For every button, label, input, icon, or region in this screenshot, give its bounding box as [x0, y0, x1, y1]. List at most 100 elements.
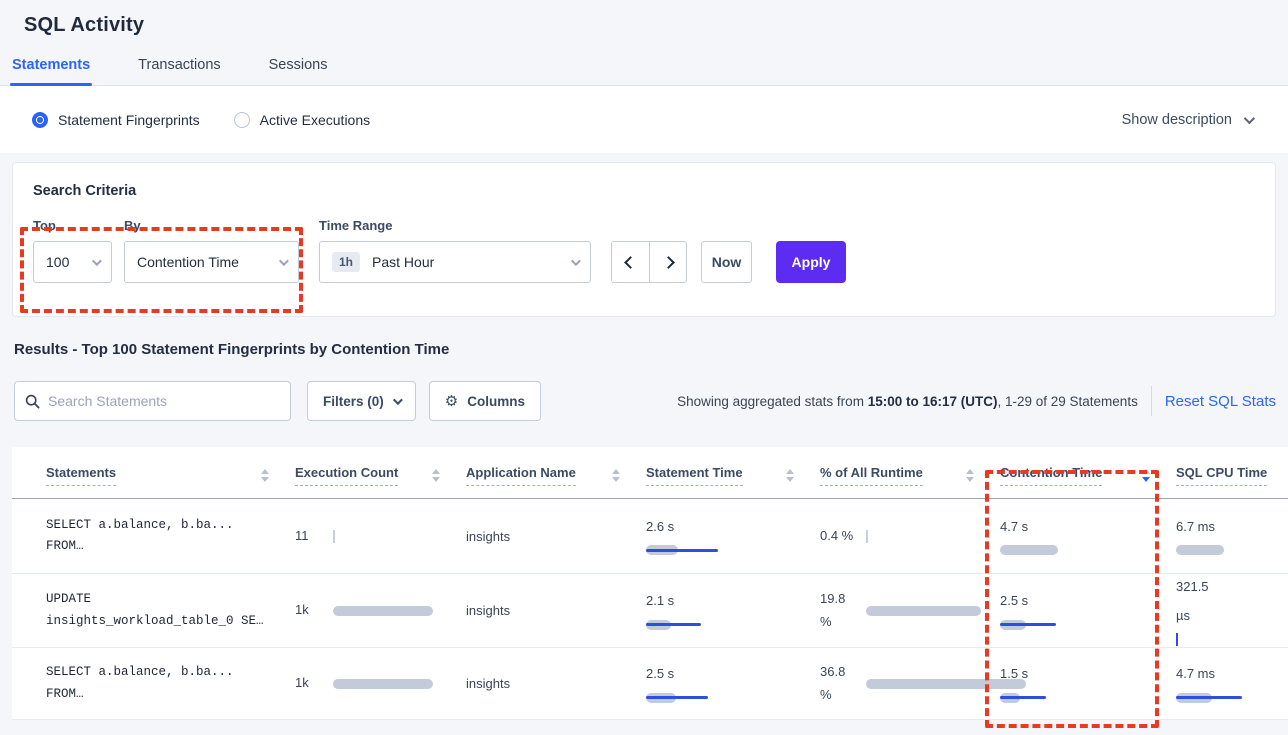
column-header-label[interactable]: Statement Time	[646, 465, 743, 486]
pct-runtime-cell: 0.4 %	[820, 525, 1000, 548]
column-header-label[interactable]: % of All Runtime	[820, 465, 923, 486]
column-header-label[interactable]: Application Name	[466, 465, 576, 486]
bar-gray	[333, 678, 433, 689]
bar-chart	[1000, 544, 1176, 556]
top-select[interactable]: 100	[33, 241, 112, 283]
showing-stats-text: Showing aggregated stats from 15:00 to 1…	[677, 393, 1138, 409]
chevron-down-icon	[91, 255, 102, 266]
time-range-select[interactable]: 1h Past Hour	[319, 241, 591, 283]
bar-blue	[646, 696, 708, 700]
show-description-label: Show description	[1121, 111, 1232, 128]
statement-cell[interactable]: SELECT a.balance, b.ba... FROM…	[46, 662, 295, 705]
tab-sessions[interactable]: Sessions	[268, 57, 328, 73]
sort-asc-icon	[1142, 469, 1150, 474]
metric-value: 2.5 s	[1000, 593, 1029, 609]
pct-runtime-cell: 36.8%	[820, 661, 1026, 707]
time-range-badge: 1h	[332, 252, 361, 272]
bar-blue	[646, 623, 701, 627]
sort-asc-icon	[966, 469, 974, 474]
sort-desc-icon	[786, 477, 794, 482]
metric-value: 4.7 s	[1000, 518, 1029, 534]
column-header-execution-count: Execution Count	[295, 465, 466, 486]
tab-transactions[interactable]: Transactions	[138, 57, 221, 73]
bar-chart	[1176, 692, 1288, 704]
apply-button[interactable]: Apply	[776, 241, 846, 283]
sort-icon[interactable]	[432, 469, 440, 482]
reset-sql-stats-link[interactable]: Reset SQL Stats	[1164, 392, 1276, 410]
search-icon	[25, 394, 40, 409]
column-header-label[interactable]: SQL CPU Time	[1176, 465, 1268, 486]
radio-selected-icon[interactable]	[32, 111, 48, 128]
filters-button[interactable]: Filters (0)	[307, 381, 416, 421]
metric-value: 2.1 s	[646, 593, 675, 609]
execution-count-cell: 1k	[295, 672, 466, 695]
table-body: SELECT a.balance, b.ba... FROM… 11 insights…	[12, 499, 1288, 720]
statement-cell[interactable]: UPDATE insights_workload_table_0 SE…	[46, 589, 295, 632]
bar-blue	[1000, 623, 1056, 627]
tab-statements[interactable]: Statements	[10, 57, 93, 86]
radio-active-executions[interactable]: Active Executions	[233, 111, 371, 128]
bar-chart	[1000, 692, 1176, 704]
show-description-toggle[interactable]: Show description	[1121, 111, 1256, 128]
sort-icon[interactable]	[966, 469, 974, 482]
column-header-label[interactable]: Statements	[46, 465, 117, 486]
application-name-cell: insights	[466, 676, 511, 691]
bar-blue	[1176, 696, 1242, 700]
sort-icon[interactable]	[786, 469, 794, 482]
bar-tick	[866, 530, 868, 543]
metric-value: 321.5	[1176, 579, 1209, 595]
table-row: SELECT a.balance, b.ba... FROM… 11 insights…	[12, 499, 1288, 574]
sort-icon[interactable]	[612, 469, 620, 482]
bar-gray	[333, 605, 433, 616]
bar-wrap	[333, 678, 466, 690]
view-toggle-bar: Statement Fingerprints Active Executions…	[0, 86, 1288, 153]
time-next-button[interactable]	[649, 242, 686, 282]
bar-wrap	[333, 530, 466, 543]
metric-value: 36.8%	[820, 663, 846, 702]
contention-time-cell: 1.5 s	[1000, 663, 1176, 703]
bar-chart	[1176, 632, 1288, 646]
chevron-down-icon	[392, 394, 403, 405]
statement-time-cell: 2.5 s	[646, 663, 820, 703]
statement-text-line: FROM…	[46, 686, 84, 701]
bar-gray	[866, 678, 1026, 689]
table-row: UPDATE insights_workload_table_0 SE… 1k ins…	[12, 574, 1288, 648]
bar-gray	[1176, 545, 1224, 556]
sort-icon[interactable]	[1142, 469, 1150, 482]
application-name-cell: insights	[466, 603, 511, 618]
now-button[interactable]: Now	[701, 241, 752, 283]
time-prev-button[interactable]	[612, 242, 649, 282]
column-header-application-name: Application Name	[466, 465, 646, 486]
sort-desc-icon	[612, 477, 620, 482]
column-header-label[interactable]: Contention Time	[1000, 465, 1103, 486]
radio-label: Active Executions	[259, 111, 371, 128]
search-criteria-panel: Search Criteria Top 100 By Contention Ti…	[12, 162, 1276, 317]
execution-count-cell: 1k	[295, 599, 466, 622]
results-toolbar: Filters (0) ⚙ Columns Showing aggregated…	[14, 381, 1276, 421]
by-label: By	[124, 218, 141, 233]
tab-bar: Statements Transactions Sessions	[0, 57, 1288, 86]
bar-chart	[866, 605, 1000, 617]
by-select[interactable]: Contention Time	[124, 241, 299, 283]
statement-time-cell: 2.6 s	[646, 516, 820, 556]
column-header-sql-cpu-time: SQL CPU Time	[1176, 465, 1288, 486]
top-label: Top	[33, 218, 56, 233]
radio-statement-fingerprints[interactable]: Statement Fingerprints	[32, 111, 200, 128]
search-statements-input[interactable]	[48, 393, 280, 409]
statement-cell[interactable]: SELECT a.balance, b.ba... FROM…	[46, 515, 295, 558]
sort-desc-icon	[261, 477, 269, 482]
search-statements-box[interactable]	[14, 381, 291, 421]
bar-tick	[333, 530, 335, 543]
bar-chart	[1176, 544, 1288, 556]
radio-unselected-icon[interactable]	[233, 111, 250, 128]
bar-wrap	[866, 605, 1000, 617]
sort-icon[interactable]	[261, 469, 269, 482]
column-header-label[interactable]: Execution Count	[295, 465, 399, 486]
page-title: SQL Activity	[24, 14, 145, 36]
bar-blue	[646, 548, 718, 552]
bar-wrap	[333, 605, 466, 617]
columns-button[interactable]: ⚙ Columns	[428, 381, 541, 421]
chevron-down-icon	[1243, 112, 1256, 124]
bar-chart	[333, 530, 466, 543]
sql-cpu-time-cell: 6.7 ms	[1176, 516, 1288, 556]
